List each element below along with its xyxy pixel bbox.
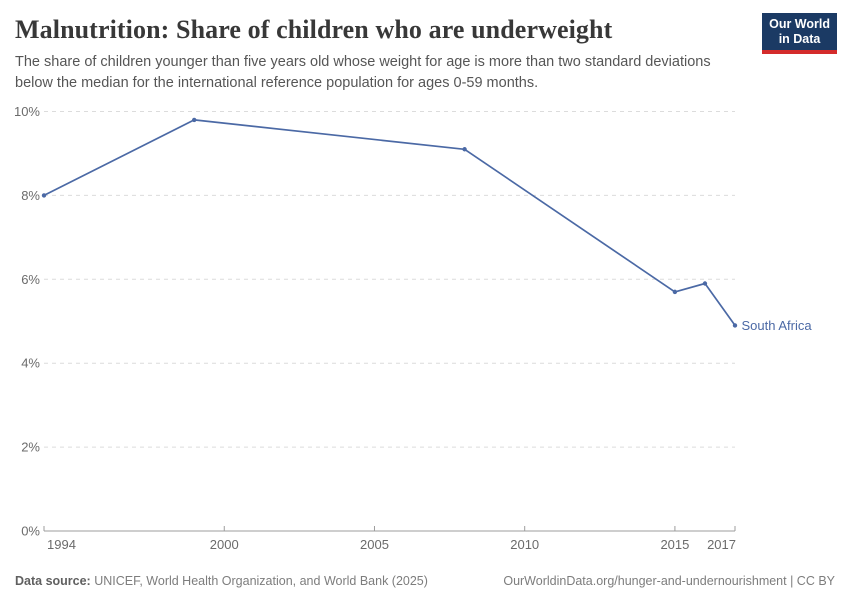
owid-logo-line2: in Data — [778, 31, 821, 46]
data-point-1999[interactable] — [192, 117, 197, 123]
series-end-label[interactable]: South Africa — [742, 318, 813, 333]
data-source-text: UNICEF, World Health Organization, and W… — [90, 574, 428, 588]
x-tick-label-2005: 2005 — [360, 537, 389, 552]
y-tick-label-10: 10% — [14, 104, 40, 119]
x-tick-label-2017: 2017 — [707, 537, 736, 552]
trend-line-south-africa[interactable] — [43, 119, 736, 327]
y-tick-label-8: 8% — [21, 188, 40, 203]
chart-footer: Data source: UNICEF, World Health Organi… — [15, 574, 835, 588]
data-point-1994[interactable] — [41, 193, 47, 198]
x-tick-label-2010: 2010 — [510, 537, 539, 552]
data-point-2017[interactable] — [732, 323, 738, 328]
data-point-2016[interactable] — [702, 281, 708, 286]
chart-subtitle: The share of children younger than five … — [15, 54, 711, 91]
x-tick-label-1994: 1994 — [47, 537, 76, 552]
footer-citation-link[interactable]: OurWorldinData.org/hunger-and-undernouri… — [503, 574, 835, 588]
y-tick-label-6: 6% — [21, 272, 40, 287]
x-tick-label-2015: 2015 — [660, 537, 689, 552]
owid-logo-line1: Our World — [769, 17, 830, 31]
x-tick-label-2000: 2000 — [210, 537, 239, 552]
page-title: Malnutrition: Share of children who are … — [15, 15, 613, 44]
data-source-label: Data source: — [15, 574, 91, 588]
y-tick-label-4: 4% — [21, 356, 40, 371]
y-tick-label-0: 0% — [21, 524, 40, 539]
data-point-2008[interactable] — [462, 147, 467, 152]
owid-logo[interactable]: Our World in Data — [762, 13, 837, 54]
data-point-2015[interactable] — [672, 289, 678, 295]
data-source: Data source: UNICEF, World Health Organi… — [15, 574, 428, 588]
y-tick-label-2: 2% — [21, 440, 40, 455]
